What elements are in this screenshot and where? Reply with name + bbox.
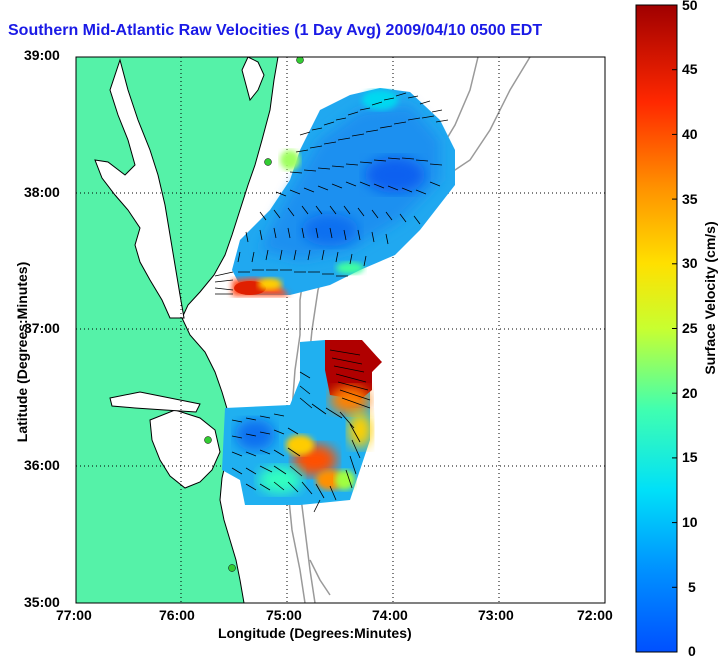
- x-tick-label: 75:00: [266, 607, 302, 623]
- pamlico-sound: [149, 409, 221, 489]
- radar-stations: [204, 57, 304, 572]
- colorbar-tick-label: 15: [682, 449, 698, 465]
- large-vector-arrowhead: [362, 342, 382, 372]
- colorbar-tick-label: 20: [682, 385, 698, 401]
- y-tick-label: 37:00: [24, 320, 60, 336]
- y-tick-label: 36:00: [24, 457, 60, 473]
- south-velocity-field: [222, 340, 380, 505]
- plot-frame: [75, 56, 606, 604]
- map-title: Southern Mid-Atlantic Raw Velocities (1 …: [8, 22, 543, 39]
- colorbar: [635, 4, 678, 653]
- x-tick-label: 73:00: [478, 607, 514, 623]
- x-tick-label: 76:00: [159, 607, 195, 623]
- y-tick-label: 38:00: [24, 184, 60, 200]
- x-axis-label: Longitude (Degrees:Minutes): [218, 625, 412, 641]
- x-tick-label: 72:00: [577, 607, 613, 623]
- delaware-bay: [241, 57, 265, 102]
- colorbar-tick-label: 25: [682, 320, 698, 336]
- y-tick-label: 35:00: [24, 594, 60, 610]
- velocity-vectors: [214, 92, 449, 513]
- albemarle-sound: [109, 391, 201, 413]
- colorbar-tick-label: 40: [682, 126, 698, 142]
- north-velocity-field: [232, 88, 455, 296]
- colorbar-tick-marks: [672, 4, 677, 653]
- colorbar-tick-label: 5: [688, 579, 696, 595]
- colorbar-tick-label: 50: [682, 0, 698, 13]
- colorbar-tick-label: 45: [682, 61, 698, 77]
- x-tick-label: 74:00: [372, 607, 408, 623]
- y-tick-label: 39:00: [24, 47, 60, 63]
- x-tick-label: 77:00: [56, 607, 92, 623]
- colorbar-tick-label: 10: [682, 514, 698, 530]
- y-axis-label: Latitude (Degrees:Minutes): [14, 261, 30, 443]
- colorbar-tick-label: 35: [682, 191, 698, 207]
- colorbar-tick-label: 0: [688, 643, 696, 659]
- colorbar-tick-label: 30: [682, 255, 698, 271]
- colorbar-label: Surface Velocity (cm/s): [702, 221, 718, 375]
- chesapeake-bay: [94, 58, 185, 319]
